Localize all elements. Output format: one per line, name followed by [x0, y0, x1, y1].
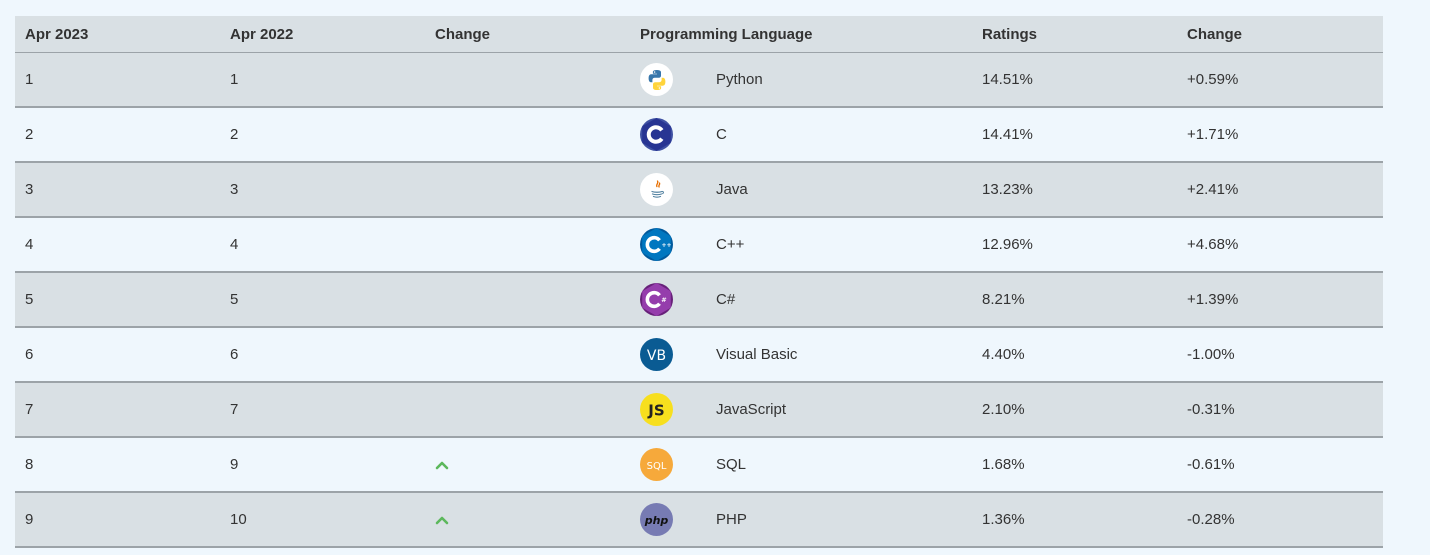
sql-icon: SQL [640, 448, 673, 481]
ratings-change: +1.39% [1187, 291, 1239, 308]
language-name: C++ [716, 236, 745, 253]
ratings-change: +4.68% [1187, 236, 1239, 253]
ratings-value: 14.41% [982, 126, 1033, 143]
rank-current: 8 [25, 456, 34, 473]
header-ratings-change: Change [1187, 25, 1243, 43]
table-row: 6 6 VB Visual Basic 4.40% -1.00% [15, 328, 1383, 383]
rank-previous: 2 [230, 126, 239, 143]
language-name: SQL [716, 456, 747, 473]
table-row: 5 5 # C# 8.21% +1.39% [15, 273, 1383, 328]
table-row: 8 9 SQL SQL 1.68% -0.61% [15, 438, 1383, 493]
header-ratings: Ratings [982, 25, 1038, 43]
up-arrow-icon [435, 461, 449, 469]
header-change: Change [435, 25, 491, 43]
table-header: Apr 2023 Apr 2022 Change Programming Lan… [15, 16, 1383, 53]
ratings-change: -0.28% [1187, 511, 1235, 528]
language-name: Python [716, 71, 763, 88]
up-arrow-icon [435, 516, 449, 524]
sql-logo-text: SQL [647, 461, 667, 472]
cpp-icon: ++ [640, 228, 673, 261]
header-language: Programming Language [640, 25, 813, 43]
trend-cell [425, 460, 630, 470]
rank-current: 6 [25, 346, 34, 363]
ratings-change: +2.41% [1187, 181, 1239, 198]
ratings-change: -0.61% [1187, 456, 1235, 473]
table-row: 7 7 JS JavaScript 2.10% -0.31% [15, 383, 1383, 438]
ratings-change: +1.71% [1187, 126, 1239, 143]
rank-current: 2 [25, 126, 34, 143]
python-icon [640, 63, 673, 96]
ratings-value: 1.36% [982, 511, 1025, 528]
table-row: 4 4 ++ C++ 12.96% +4.68% [15, 218, 1383, 273]
language-name: PHP [716, 511, 747, 528]
rank-previous: 9 [230, 456, 239, 473]
table-row: 3 3 Java 13.23% +2.41% [15, 163, 1383, 218]
vb-logo-text: VB [647, 348, 666, 364]
ratings-change: -0.31% [1187, 401, 1235, 418]
rank-previous: 3 [230, 181, 239, 198]
language-name: Java [716, 181, 748, 198]
ratings-value: 2.10% [982, 401, 1025, 418]
rank-current: 1 [25, 71, 34, 88]
visual-basic-icon: VB [640, 338, 673, 371]
js-logo-text: JS [647, 402, 664, 420]
header-rank-current: Apr 2023 [25, 25, 89, 43]
rank-current: 4 [25, 236, 34, 253]
language-name: JavaScript [716, 401, 787, 418]
table-row: 1 1 Python 14.51% +0.59% [15, 53, 1383, 108]
php-logo-text: php [644, 514, 669, 527]
ratings-value: 14.51% [982, 71, 1033, 88]
java-icon [640, 173, 673, 206]
ratings-value: 1.68% [982, 456, 1025, 473]
table-row: 2 2 C 14.41% +1.71% [15, 108, 1383, 163]
ratings-value: 4.40% [982, 346, 1025, 363]
rank-current: 5 [25, 291, 34, 308]
header-rank-previous: Apr 2022 [230, 25, 294, 43]
trend-cell [425, 515, 630, 525]
language-name: Visual Basic [716, 346, 798, 363]
rank-previous: 7 [230, 401, 239, 418]
language-name: C# [716, 291, 736, 308]
javascript-icon: JS [640, 393, 673, 426]
rank-previous: 10 [230, 511, 247, 528]
ratings-change: -1.00% [1187, 346, 1235, 363]
rank-previous: 5 [230, 291, 239, 308]
rank-current: 9 [25, 511, 34, 528]
language-name: C [716, 126, 727, 143]
ratings-change: +0.59% [1187, 71, 1239, 88]
svg-text:++: ++ [662, 242, 672, 249]
rank-current: 3 [25, 181, 34, 198]
rank-previous: 6 [230, 346, 239, 363]
ratings-value: 12.96% [982, 236, 1033, 253]
rank-current: 7 [25, 401, 34, 418]
php-icon: php [640, 503, 673, 536]
rank-previous: 1 [230, 71, 239, 88]
ratings-value: 8.21% [982, 291, 1025, 308]
ranking-table: Apr 2023 Apr 2022 Change Programming Lan… [15, 16, 1383, 548]
csharp-icon: # [640, 283, 673, 316]
table-row: 9 10 php PHP 1.36% -0.28% [15, 493, 1383, 548]
ratings-value: 13.23% [982, 181, 1033, 198]
rank-previous: 4 [230, 236, 239, 253]
c-icon [640, 118, 673, 151]
svg-text:#: # [661, 296, 666, 304]
